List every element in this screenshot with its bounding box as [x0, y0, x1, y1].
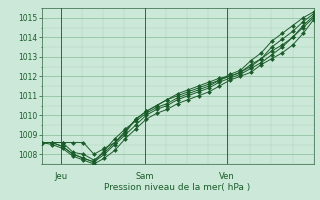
X-axis label: Pression niveau de la mer( hPa ): Pression niveau de la mer( hPa ): [104, 183, 251, 192]
